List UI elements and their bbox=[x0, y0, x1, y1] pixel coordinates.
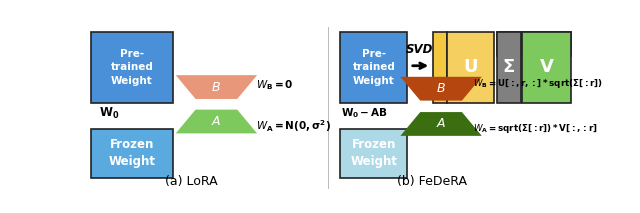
FancyBboxPatch shape bbox=[433, 32, 447, 103]
Polygon shape bbox=[401, 112, 482, 136]
Text: $A$: $A$ bbox=[211, 115, 221, 128]
Text: (a) LoRA: (a) LoRA bbox=[165, 175, 218, 188]
Text: $\mathbf{\mathit{W}_A = sqrt(\Sigma[:r]) * V[:,: r]}$: $\mathbf{\mathit{W}_A = sqrt(\Sigma[:r])… bbox=[474, 122, 598, 135]
Text: Pre-
trained
Weight: Pre- trained Weight bbox=[353, 49, 396, 86]
Text: $B$: $B$ bbox=[211, 81, 221, 94]
Text: U: U bbox=[463, 58, 478, 76]
Text: (b) FeDeRA: (b) FeDeRA bbox=[397, 175, 467, 188]
FancyBboxPatch shape bbox=[522, 32, 571, 56]
Text: Pre-
trained
Weight: Pre- trained Weight bbox=[110, 49, 153, 86]
Text: V: V bbox=[540, 58, 554, 76]
FancyBboxPatch shape bbox=[497, 32, 522, 56]
Polygon shape bbox=[176, 75, 257, 99]
Text: Frozen
Weight: Frozen Weight bbox=[350, 138, 397, 168]
FancyBboxPatch shape bbox=[340, 129, 408, 178]
FancyBboxPatch shape bbox=[340, 32, 408, 103]
Polygon shape bbox=[401, 77, 482, 101]
FancyBboxPatch shape bbox=[447, 32, 494, 103]
Text: $\mathbf{W_0}$: $\mathbf{W_0}$ bbox=[99, 106, 119, 121]
Text: $\mathbf{W_0 - AB}$: $\mathbf{W_0 - AB}$ bbox=[341, 106, 388, 120]
Text: $B$: $B$ bbox=[436, 82, 446, 95]
FancyBboxPatch shape bbox=[497, 32, 522, 103]
FancyBboxPatch shape bbox=[522, 32, 571, 103]
Text: $\mathbf{\mathit{W}_A = N(0, \sigma^2)}$: $\mathbf{\mathit{W}_A = N(0, \sigma^2)}$ bbox=[256, 118, 331, 134]
Text: $\mathbf{\mathit{W}_B = U[:,r,:] * sqrt(\Sigma[:r])}$: $\mathbf{\mathit{W}_B = U[:,r,:] * sqrt(… bbox=[474, 77, 604, 90]
Text: $\mathbf{\mathit{W}_B = 0}$: $\mathbf{\mathit{W}_B = 0}$ bbox=[256, 78, 294, 92]
Polygon shape bbox=[176, 110, 257, 133]
FancyBboxPatch shape bbox=[91, 129, 173, 178]
Text: Σ: Σ bbox=[503, 58, 515, 76]
FancyBboxPatch shape bbox=[91, 32, 173, 103]
Text: SVD: SVD bbox=[406, 43, 433, 56]
Text: Frozen
Weight: Frozen Weight bbox=[108, 138, 156, 168]
Text: $A$: $A$ bbox=[436, 117, 446, 131]
